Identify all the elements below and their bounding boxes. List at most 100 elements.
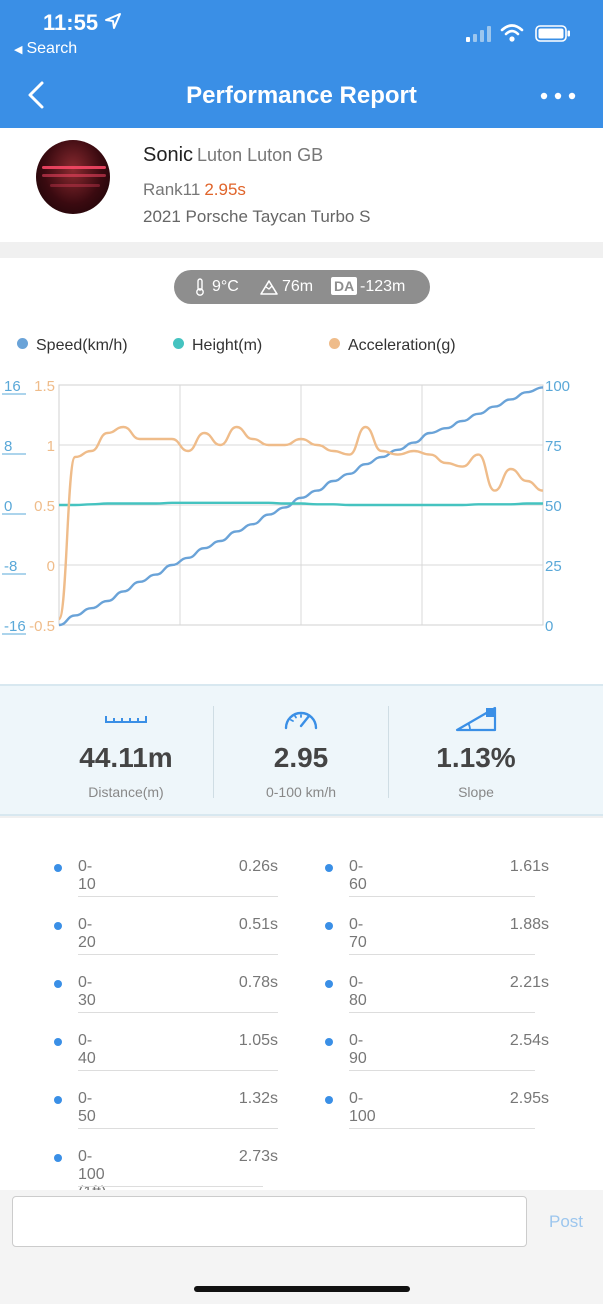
stat-distance-value: 44.11m bbox=[79, 742, 173, 773]
stats-strip: 44.11m Distance(m) 2.95 0-100 km/h 1.13%… bbox=[0, 684, 603, 816]
bullet-icon bbox=[54, 864, 62, 872]
divider bbox=[388, 706, 389, 798]
y-tick-label-speed: 100 bbox=[545, 378, 570, 395]
legend-accel-label: Acceleration(g) bbox=[348, 337, 456, 354]
split-label: 0-100 bbox=[349, 1090, 376, 1125]
profile-rank: Rank11 bbox=[143, 180, 201, 199]
split-label: 0-70 bbox=[349, 916, 367, 951]
profile-name[interactable]: Sonic bbox=[143, 144, 194, 166]
split-value: 0.51s bbox=[238, 916, 278, 933]
home-indicator[interactable] bbox=[194, 1286, 410, 1292]
split-label: 0-80 bbox=[349, 974, 367, 1009]
bullet-icon bbox=[54, 980, 62, 988]
row-divider bbox=[349, 1070, 535, 1071]
back-triangle-icon: ◀ bbox=[14, 44, 23, 56]
slope-icon bbox=[455, 706, 497, 732]
profile-card: Sonic Luton Luton GB Rank11 2.95s 2021 Por… bbox=[0, 128, 603, 242]
comment-bar: Post bbox=[0, 1190, 603, 1304]
y-tick-label-accel: 0 bbox=[47, 558, 55, 575]
da-badge: DA bbox=[331, 277, 358, 295]
split-label: 0-50 bbox=[78, 1090, 96, 1125]
row-divider bbox=[78, 1012, 278, 1013]
split-label: 0-90 bbox=[349, 1032, 367, 1067]
profile-location: Luton Luton GB bbox=[197, 145, 324, 165]
stat-zero-to-hundred: 2.95 0-100 km/h bbox=[216, 686, 386, 818]
temperature: 9°C bbox=[212, 278, 239, 295]
split-value: 2.95s bbox=[509, 1090, 549, 1107]
stat-slope-value: 1.13% bbox=[436, 742, 516, 773]
performance-chart: 16 8 0 -8 -16 1.5 1 0.5 0 -0.5 100 75 50 25 0 bbox=[2, 378, 570, 635]
y-tick-label-accel: -0.5 bbox=[29, 618, 55, 635]
post-button[interactable]: Post bbox=[549, 1212, 584, 1231]
stat-distance: 44.11m Distance(m) bbox=[41, 686, 211, 818]
bullet-icon bbox=[325, 864, 333, 872]
density-altitude: -123m bbox=[360, 278, 406, 295]
wifi-icon bbox=[500, 24, 524, 42]
y-tick-label-height: 0 bbox=[4, 498, 12, 515]
back-chevron-icon[interactable] bbox=[24, 80, 50, 110]
comment-input[interactable] bbox=[12, 1196, 527, 1247]
split-label: 0-40 bbox=[78, 1032, 96, 1067]
row-divider bbox=[78, 1128, 278, 1129]
y-tick-label-accel: 1 bbox=[47, 438, 55, 455]
y-tick-label-speed: 75 bbox=[545, 438, 562, 455]
y-tick-label-height: 8 bbox=[4, 438, 12, 455]
row-divider bbox=[78, 954, 278, 955]
split-value: 2.54s bbox=[509, 1032, 549, 1049]
status-time: 11:55 bbox=[43, 10, 99, 35]
split-value: 1.88s bbox=[509, 916, 549, 933]
y-tick-label-speed: 0 bbox=[545, 618, 553, 635]
row-divider bbox=[349, 1128, 535, 1129]
stat-slope-label: Slope bbox=[458, 784, 494, 800]
legend-height-swatch bbox=[173, 338, 184, 349]
page-title: Performance Report bbox=[186, 82, 417, 109]
legend-speed-swatch bbox=[17, 338, 28, 349]
legend-accel[interactable]: Acceleration(g) bbox=[329, 337, 456, 355]
bullet-icon bbox=[325, 1096, 333, 1104]
bullet-icon bbox=[325, 922, 333, 930]
profile-car: 2021 Porsche Taycan Turbo S bbox=[143, 207, 371, 226]
more-icon[interactable] bbox=[540, 92, 576, 100]
legend-speed-label: Speed(km/h) bbox=[36, 337, 128, 354]
avatar[interactable] bbox=[36, 140, 110, 214]
chart-panel: 9°C 76m DA -123m Speed(km/h) Height(m) A… bbox=[0, 258, 603, 684]
y-tick-label-accel: 0.5 bbox=[34, 498, 55, 515]
row-divider bbox=[78, 1070, 278, 1071]
ruler-icon bbox=[105, 716, 147, 723]
bullet-icon bbox=[54, 1096, 62, 1104]
thermometer-icon bbox=[196, 278, 204, 296]
y-tick-label-height: -16 bbox=[4, 618, 26, 635]
profile-rank-line: Rank11 2.95s bbox=[143, 180, 246, 200]
split-label: 0-30 bbox=[78, 974, 96, 1009]
profile-name-line: Sonic Luton Luton GB bbox=[143, 144, 323, 167]
bullet-icon bbox=[325, 1038, 333, 1046]
row-divider bbox=[78, 896, 278, 897]
row-divider bbox=[349, 954, 535, 955]
split-value: 1.05s bbox=[238, 1032, 278, 1049]
legend-height[interactable]: Height(m) bbox=[173, 337, 262, 355]
battery-icon bbox=[535, 25, 570, 42]
speedometer-icon bbox=[284, 711, 318, 730]
mountain-icon bbox=[260, 280, 278, 295]
y-tick-label-speed: 50 bbox=[545, 498, 562, 515]
speed-line bbox=[58, 386, 544, 627]
bullet-icon bbox=[54, 1038, 62, 1046]
signal-icon bbox=[466, 26, 491, 42]
height-line bbox=[58, 501, 543, 507]
split-label: 0-60 bbox=[349, 858, 367, 893]
legend-height-label: Height(m) bbox=[192, 337, 263, 354]
divider bbox=[213, 706, 214, 798]
row-divider bbox=[78, 1186, 263, 1187]
back-app-label: Search bbox=[26, 40, 78, 57]
legend-speed[interactable]: Speed(km/h) bbox=[17, 337, 128, 355]
split-value: 0.78s bbox=[238, 974, 278, 991]
split-value: 0.26s bbox=[238, 858, 278, 875]
back-to-search[interactable]: ◀ Search bbox=[14, 40, 77, 58]
y-tick-label-height: 16 bbox=[4, 378, 21, 395]
legend-accel-swatch bbox=[329, 338, 340, 349]
y-tick-label-height: -8 bbox=[4, 558, 17, 575]
bullet-icon bbox=[54, 1154, 62, 1162]
split-label: 0-10 bbox=[78, 858, 96, 893]
altitude: 76m bbox=[282, 278, 314, 295]
row-divider bbox=[349, 896, 535, 897]
